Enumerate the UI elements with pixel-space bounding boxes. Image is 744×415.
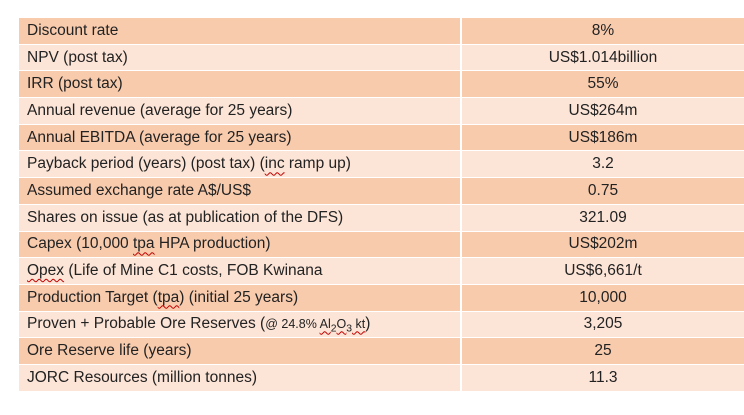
label-text: Proven + Probable Ore Reserves ( xyxy=(27,314,266,332)
row-value: US$6,661/t xyxy=(461,257,744,285)
label-text: Capex (10,000 xyxy=(27,235,133,253)
row-label: Opex (Life of Mine C1 costs, FOB Kwinana xyxy=(19,257,462,285)
chemical-formula: Al2O3 xyxy=(319,316,353,335)
row-value: 8% xyxy=(461,18,744,45)
row-label: NPV (post tax) xyxy=(19,44,462,72)
row-value: 11.3 xyxy=(461,364,744,392)
row-value: US$1.014billion xyxy=(461,44,744,72)
table-row: Payback period (years) (post tax) (inc r… xyxy=(19,150,744,179)
table-row: Assumed exchange rate A$/US$ 0.75 xyxy=(19,177,744,205)
formula-element: Al xyxy=(319,316,331,331)
row-value: US$264m xyxy=(461,97,744,125)
formula-element: O xyxy=(336,316,347,331)
row-value: 25 xyxy=(461,337,744,365)
label-text-misspelled: tpa xyxy=(157,288,180,306)
row-label: Ore Reserve life (years) xyxy=(19,337,462,365)
table-row: Ore Reserve life (years) 25 xyxy=(19,337,744,365)
label-text: HPA production) xyxy=(154,235,271,253)
table-row: Proven + Probable Ore Reserves (@ 24.8% … xyxy=(19,311,744,339)
table-row: Capex (10,000 tpa HPA production) US$202… xyxy=(19,231,744,259)
table-row: Annual revenue (average for 25 years) US… xyxy=(19,97,744,125)
row-label: Annual revenue (average for 25 years) xyxy=(19,97,462,125)
table-row: NPV (post tax) US$1.014billion xyxy=(19,44,744,72)
table-row: Discount rate 8% xyxy=(19,18,744,45)
label-text: Production Target ( xyxy=(27,288,158,306)
row-value: 55% xyxy=(461,70,744,99)
label-text-misspelled: tpa xyxy=(133,235,155,253)
table-row: Production Target (tpa) (initial 25 year… xyxy=(19,284,744,312)
row-value: US$186m xyxy=(461,124,744,152)
row-label: Production Target (tpa) (initial 25 year… xyxy=(19,284,462,312)
formula-subscript: 3 xyxy=(346,323,353,335)
label-text-small: @ 24.8% xyxy=(265,316,320,331)
row-value: 3,205 xyxy=(461,311,744,339)
label-text: (Life of Mine C1 costs, FOB Kwinana xyxy=(64,262,323,280)
formula-subscript: 2 xyxy=(330,323,337,335)
label-text: ramp up) xyxy=(284,155,351,173)
row-label: Annual EBITDA (average for 25 years) xyxy=(19,124,462,152)
row-label: Shares on issue (as at publication of th… xyxy=(19,204,462,232)
table-row: JORC Resources (million tonnes) 11.3 xyxy=(19,364,744,392)
row-label: Capex (10,000 tpa HPA production) xyxy=(19,231,462,259)
row-label: Assumed exchange rate A$/US$ xyxy=(19,177,462,205)
row-value: 321.09 xyxy=(461,204,744,232)
label-text: ) xyxy=(365,314,371,332)
label-text: ) (initial 25 years) xyxy=(179,288,299,306)
table-row: Annual EBITDA (average for 25 years) US$… xyxy=(19,124,744,152)
row-label: Discount rate xyxy=(19,18,462,45)
row-value: 0.75 xyxy=(461,177,744,205)
table-row: IRR (post tax) 55% xyxy=(19,70,744,99)
table-row: Opex (Life of Mine C1 costs, FOB Kwinana… xyxy=(19,257,744,285)
row-value: 3.2 xyxy=(461,150,744,179)
label-text-misspelled: kt xyxy=(352,316,366,331)
row-label: IRR (post tax) xyxy=(19,70,462,99)
row-label: JORC Resources (million tonnes) xyxy=(19,364,462,392)
label-text-misspelled: inc xyxy=(264,155,285,173)
row-label: Proven + Probable Ore Reserves (@ 24.8% … xyxy=(19,311,462,339)
row-value: US$202m xyxy=(461,231,744,259)
project-metrics-table: Discount rate 8% NPV (post tax) US$1.014… xyxy=(19,18,744,392)
row-label: Payback period (years) (post tax) (inc r… xyxy=(19,150,462,179)
label-text: Payback period (years) (post tax) ( xyxy=(27,155,265,173)
label-text-misspelled: Opex xyxy=(27,262,65,280)
table-row: Shares on issue (as at publication of th… xyxy=(19,204,744,232)
row-value: 10,000 xyxy=(461,284,744,312)
